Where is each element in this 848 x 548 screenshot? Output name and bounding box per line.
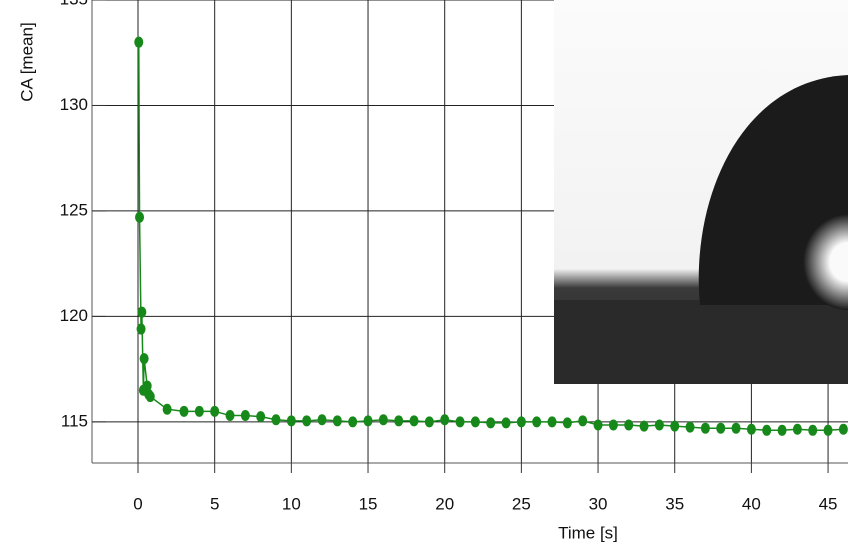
y-tick-label: 120 bbox=[60, 306, 88, 325]
data-point bbox=[333, 415, 342, 426]
data-point bbox=[364, 415, 373, 426]
data-point bbox=[272, 414, 281, 425]
y-axis-label: CA [mean] bbox=[17, 22, 36, 101]
data-point bbox=[670, 421, 679, 432]
data-point bbox=[563, 417, 572, 428]
data-point bbox=[502, 417, 511, 428]
data-point bbox=[137, 307, 146, 318]
data-point bbox=[716, 423, 725, 434]
data-point bbox=[609, 420, 618, 431]
data-point bbox=[793, 424, 802, 435]
data-point bbox=[839, 424, 848, 435]
data-point bbox=[486, 417, 495, 428]
y-tick-label: 125 bbox=[60, 200, 88, 219]
data-point bbox=[440, 414, 449, 425]
data-point bbox=[808, 425, 817, 436]
x-tick-label: 0 bbox=[133, 494, 142, 513]
data-point bbox=[456, 416, 465, 427]
data-point bbox=[146, 391, 155, 402]
data-point bbox=[732, 423, 741, 434]
data-point bbox=[140, 353, 149, 364]
data-point bbox=[410, 415, 419, 426]
data-point bbox=[195, 406, 204, 417]
data-point bbox=[180, 406, 189, 417]
data-point bbox=[394, 415, 403, 426]
x-tick-label: 25 bbox=[512, 494, 531, 513]
data-point bbox=[517, 416, 526, 427]
data-point bbox=[594, 420, 603, 431]
data-point bbox=[137, 324, 146, 335]
x-tick-label: 15 bbox=[359, 494, 378, 513]
droplet-image bbox=[554, 0, 848, 384]
data-point bbox=[747, 424, 756, 435]
page: CA [mean] Time [s] 0 5 10 15 20 25 30 35 40 45 115… bbox=[0, 0, 848, 548]
data-point bbox=[348, 416, 357, 427]
x-tick-label: 30 bbox=[589, 494, 608, 513]
x-tick-label: 5 bbox=[210, 494, 219, 513]
y-tick-label: 115 bbox=[61, 411, 88, 430]
data-point bbox=[134, 37, 143, 48]
x-axis-label: Time [s] bbox=[558, 523, 618, 542]
data-point bbox=[226, 410, 235, 421]
x-tick-label: 45 bbox=[819, 494, 838, 513]
data-point bbox=[532, 416, 541, 427]
data-point bbox=[824, 425, 833, 436]
x-tick-label: 35 bbox=[665, 494, 684, 513]
data-point bbox=[135, 212, 144, 223]
substrate bbox=[554, 300, 848, 384]
x-tick-label: 20 bbox=[435, 494, 454, 513]
data-point bbox=[163, 404, 172, 415]
data-point bbox=[578, 415, 587, 426]
data-point bbox=[241, 410, 250, 421]
y-tick-label: 130 bbox=[60, 95, 88, 114]
x-tick-label: 10 bbox=[282, 494, 301, 513]
data-point bbox=[762, 425, 771, 436]
data-point bbox=[640, 421, 649, 432]
data-point bbox=[210, 406, 219, 417]
y-tick-label: 135 bbox=[60, 0, 88, 8]
data-point bbox=[302, 415, 311, 426]
data-point bbox=[471, 416, 480, 427]
data-point bbox=[379, 414, 388, 425]
data-point bbox=[655, 420, 664, 431]
data-point bbox=[318, 414, 327, 425]
data-point bbox=[624, 420, 633, 431]
x-tick-label: 40 bbox=[742, 494, 761, 513]
data-point bbox=[548, 416, 557, 427]
data-point bbox=[287, 415, 296, 426]
data-point bbox=[778, 425, 787, 436]
data-point bbox=[425, 416, 434, 427]
data-point bbox=[256, 411, 265, 422]
chart: CA [mean] Time [s] 0 5 10 15 20 25 30 35 40 45 115… bbox=[0, 0, 848, 548]
data-point bbox=[701, 423, 710, 434]
data-point bbox=[686, 422, 695, 433]
